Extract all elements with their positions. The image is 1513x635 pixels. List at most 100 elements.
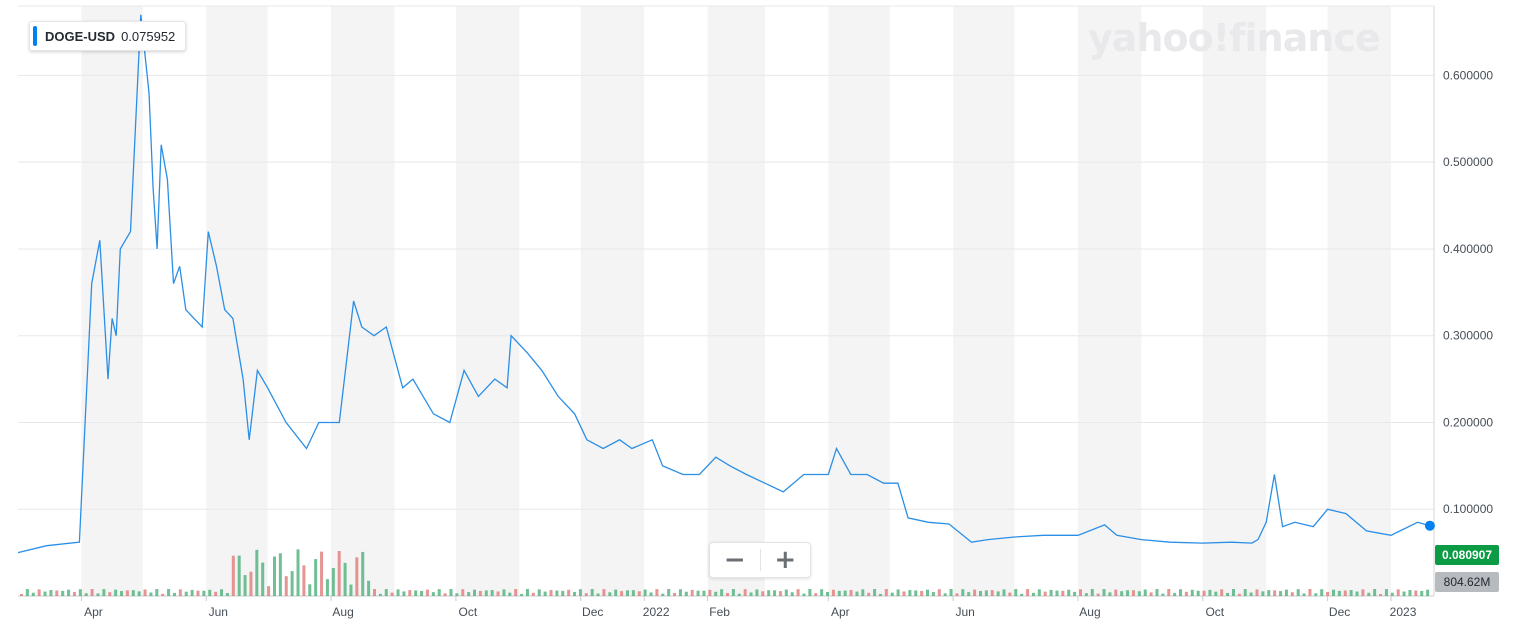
- volume-bar: [1420, 590, 1424, 596]
- volume-bar: [1055, 590, 1059, 596]
- volume-bar: [1026, 589, 1030, 596]
- volume-bar: [926, 589, 930, 596]
- volume-bar: [20, 594, 23, 596]
- x-tick-label: Oct: [1205, 605, 1224, 619]
- volume-bar: [884, 589, 888, 596]
- volume-bar: [949, 589, 953, 596]
- volume-bar: [755, 589, 759, 596]
- y-tick-label: 0.500000: [1443, 155, 1493, 169]
- ticker-value: 0.075952: [121, 28, 176, 44]
- volume-bar: [1008, 592, 1012, 596]
- volume-bar: [920, 590, 924, 596]
- volume-bar: [1143, 589, 1147, 596]
- volume-bar: [37, 589, 41, 596]
- x-tick-label: 2022: [643, 605, 670, 619]
- volume-bar: [796, 589, 800, 596]
- volume-bar: [131, 590, 135, 596]
- x-tick-label: Aug: [332, 605, 353, 619]
- volume-bar: [149, 592, 153, 596]
- volume-bar: [996, 591, 1000, 596]
- volume-bar: [961, 589, 965, 596]
- volume-bar: [473, 589, 477, 596]
- volume-bar: [378, 593, 382, 596]
- volume-bar: [731, 589, 735, 596]
- volume-bar: [1237, 593, 1241, 596]
- x-tick-label: Dec: [1329, 605, 1350, 619]
- volume-bar: [1196, 590, 1200, 596]
- volume-bar: [620, 591, 624, 596]
- volume-bar: [178, 589, 182, 596]
- zoom-out-button[interactable]: −: [723, 545, 746, 575]
- volume-bar: [296, 549, 300, 596]
- volume-bar: [278, 553, 282, 596]
- volume-bar: [661, 593, 665, 596]
- volume-bar: [78, 589, 82, 596]
- series-color-marker: [33, 26, 37, 46]
- volume-bar: [1261, 591, 1265, 596]
- volume-bar: [408, 590, 412, 596]
- volume-bar: [637, 591, 641, 596]
- volume-bar: [843, 590, 847, 596]
- volume-bar: [1255, 589, 1259, 596]
- shaded-month-band: [455, 6, 520, 596]
- y-tick-label: 0.600000: [1443, 68, 1493, 82]
- volume-bar: [96, 593, 100, 596]
- volume-bar: [1243, 589, 1247, 596]
- volume-bar: [225, 593, 229, 596]
- volume-bar: [737, 593, 741, 596]
- volume-bar: [678, 589, 682, 596]
- volume-bar: [643, 589, 647, 596]
- x-tick-label: 2023: [1390, 605, 1417, 619]
- volume-bar: [343, 562, 347, 596]
- volume-bar: [708, 589, 712, 596]
- ticker-symbol: DOGE-USD: [45, 28, 116, 44]
- volume-bar: [896, 589, 900, 596]
- volume-bar: [478, 590, 482, 596]
- volume-bar: [1179, 589, 1183, 596]
- volume-bar: [773, 590, 777, 596]
- volume-bar: [1390, 592, 1394, 596]
- volume-bar: [1155, 589, 1159, 596]
- volume-bar: [1079, 589, 1082, 596]
- volume-bar: [908, 590, 912, 596]
- x-tick-label: Jun: [955, 605, 974, 619]
- volume-bar: [261, 562, 265, 596]
- volume-bar: [1320, 589, 1324, 596]
- shaded-month-band: [707, 6, 765, 596]
- volume-bar: [1067, 589, 1071, 596]
- volume-bar: [1020, 593, 1024, 596]
- y-tick-label: 0.400000: [1443, 242, 1493, 256]
- volume-bar: [649, 592, 653, 596]
- volume-bar: [814, 593, 818, 596]
- volume-bar: [602, 589, 606, 596]
- volume-bar: [161, 593, 165, 596]
- volume-bar: [696, 590, 700, 596]
- volume-bar: [1149, 592, 1153, 596]
- volume-bar: [502, 589, 506, 596]
- volume-bar: [573, 591, 577, 596]
- volume-bar: [55, 590, 59, 596]
- volume-bar: [231, 555, 235, 596]
- shaded-month-band: [828, 6, 890, 596]
- volume-bar: [525, 589, 529, 596]
- volume-bar: [820, 589, 824, 596]
- shaded-month-band: [953, 6, 1015, 596]
- volume-bar: [831, 589, 835, 596]
- zoom-in-button[interactable]: +: [774, 545, 797, 575]
- volume-bar: [1061, 590, 1065, 596]
- volume-bar: [890, 592, 894, 596]
- volume-bar: [1190, 589, 1194, 596]
- volume-bar: [143, 589, 147, 596]
- volume-bar: [108, 592, 112, 596]
- volume-bar: [1284, 589, 1288, 596]
- volume-bar: [749, 592, 753, 596]
- volume-bar: [673, 592, 677, 596]
- volume-bar: [1308, 589, 1312, 596]
- volume-bar: [578, 589, 582, 596]
- volume-bar: [190, 589, 194, 596]
- volume-bar: [531, 592, 535, 596]
- volume-bar: [1220, 589, 1224, 596]
- volume-bar: [855, 591, 859, 596]
- volume-bar: [784, 589, 788, 596]
